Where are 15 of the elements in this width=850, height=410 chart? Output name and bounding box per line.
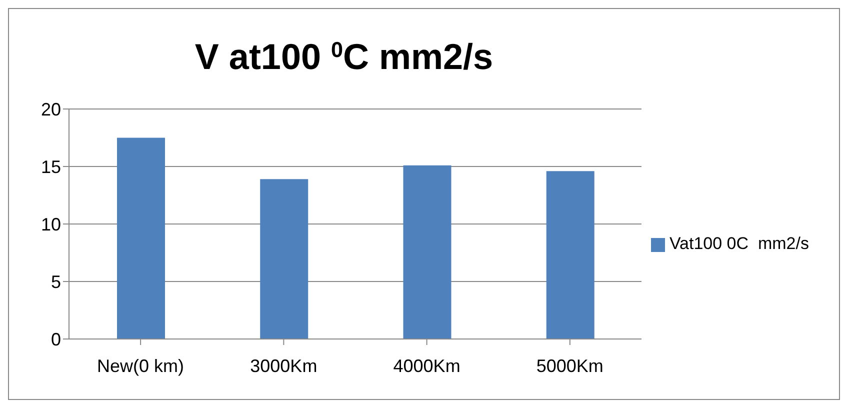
- y-tick-label: 15: [40, 156, 61, 177]
- x-tick-label: 3000Km: [250, 356, 318, 376]
- bar: [117, 138, 165, 339]
- bar: [546, 171, 594, 339]
- legend-label: Vat100 0C mm2/s: [669, 234, 809, 253]
- y-tick-label: 5: [50, 272, 61, 292]
- y-tick-label: 10: [40, 214, 61, 234]
- chart-title: V at100 $^{0}$C mm2/s: [194, 36, 494, 77]
- y-tick-label: 20: [40, 99, 61, 120]
- bar: [403, 165, 452, 339]
- x-tick-label: 5000Km: [536, 356, 604, 376]
- bar: [260, 179, 308, 339]
- x-tick-label: 4000Km: [393, 356, 460, 376]
- y-tick-label: 0: [50, 329, 61, 350]
- x-tick-label: New(0 km): [97, 356, 184, 376]
